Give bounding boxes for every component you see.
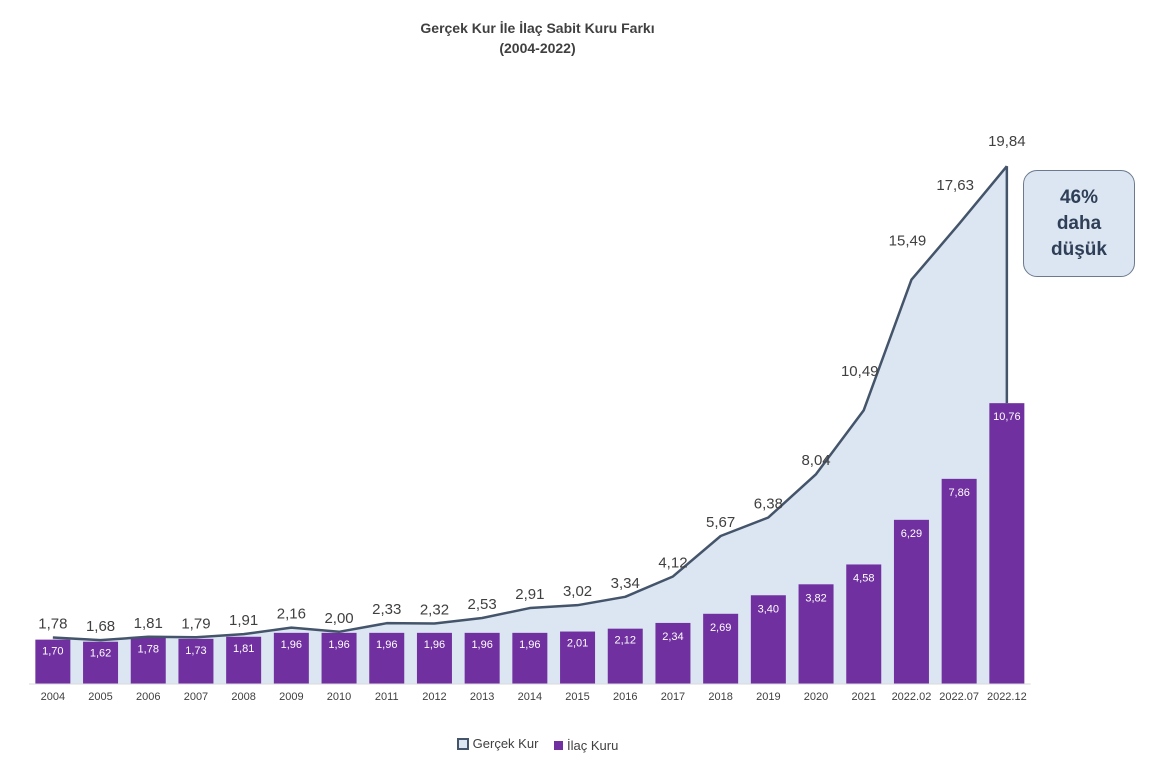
x-tick-label-20: 2022.12 <box>987 691 1027 703</box>
legend-item-ilac-kuru: İlaç Kuru <box>554 738 618 753</box>
x-tick-label-11: 2015 <box>565 691 589 703</box>
difference-callout-text: 46% daha düşük <box>1051 186 1107 260</box>
gercek-kur-label-13: 4,12 <box>658 554 687 571</box>
x-tick-label-9: 2013 <box>470 691 494 703</box>
ilac-kuru-label-12: 2,12 <box>615 635 636 647</box>
ilac-kuru-bar-17 <box>846 564 882 684</box>
ilac-kuru-label-17: 4,58 <box>853 572 874 584</box>
gercek-kur-label-11: 3,02 <box>563 583 592 600</box>
legend-label-ilac-kuru: İlaç Kuru <box>567 737 619 753</box>
chart-legend: Gerçek Kur İlaç Kuru <box>0 736 1075 753</box>
ilac-kuru-label-15: 3,40 <box>758 603 779 615</box>
legend-item-gercek-kur: Gerçek Kur <box>456 736 539 751</box>
ilac-kuru-label-10: 1,96 <box>519 639 540 651</box>
ilac-kuru-bar-8 <box>416 632 452 684</box>
x-tick-label-6: 2010 <box>327 691 351 703</box>
ilac-kuru-bar-16 <box>798 584 834 684</box>
x-tick-label-10: 2014 <box>518 691 542 703</box>
x-tick-label-1: 2005 <box>88 691 112 703</box>
gercek-kur-label-20: 19,84 <box>988 133 1026 150</box>
gercek-kur-label-8: 2,32 <box>420 601 449 618</box>
gercek-kur-line <box>52 165 1008 642</box>
ilac-kuru-bar-5 <box>273 632 309 684</box>
gercek-kur-label-1: 1,68 <box>86 618 115 635</box>
gercek-kur-label-2: 1,81 <box>134 615 163 632</box>
ilac-kuru-bar-9 <box>464 632 500 684</box>
gercek-kur-label-3: 1,79 <box>181 615 210 632</box>
ilac-kuru-label-20: 10,76 <box>993 411 1021 423</box>
ilac-kuru-label-4: 1,81 <box>233 643 254 655</box>
ilac-kuru-bar-7 <box>369 632 405 684</box>
ilac-kuru-label-19: 7,86 <box>948 487 969 499</box>
x-tick-label-5: 2009 <box>279 691 303 703</box>
ilac-kuru-bar-20 <box>989 403 1025 684</box>
gercek-kur-label-19: 17,63 <box>936 177 974 194</box>
gercek-kur-label-15: 6,38 <box>754 495 783 512</box>
ilac-kuru-bar-10 <box>512 632 548 684</box>
difference-callout: 46% daha düşük <box>1023 170 1135 277</box>
x-tick-label-4: 2008 <box>231 691 255 703</box>
x-tick-label-18: 2022.02 <box>892 691 932 703</box>
ilac-kuru-label-13: 2,34 <box>662 631 683 643</box>
x-tick-label-0: 2004 <box>41 691 65 703</box>
ilac-kuru-label-2: 1,78 <box>138 644 159 656</box>
ilac-kuru-bar-11 <box>560 631 596 684</box>
x-tick-label-7: 2011 <box>375 691 399 703</box>
gercek-kur-label-10: 2,91 <box>515 586 544 603</box>
x-tick-label-3: 2007 <box>184 691 208 703</box>
chart-title-main: Gerçek Kur İle İlaç Sabit Kuru Farkı <box>420 20 655 36</box>
gercek-kur-label-6: 2,00 <box>324 610 353 627</box>
ilac-kuru-label-8: 1,96 <box>424 639 445 651</box>
gercek-kur-label-4: 1,91 <box>229 612 258 629</box>
ilac-kuru-label-0: 1,70 <box>42 646 63 658</box>
ilac-kuru-bar-19 <box>941 478 977 684</box>
x-tick-label-8: 2012 <box>422 691 446 703</box>
legend-swatch-bar-icon <box>554 740 564 750</box>
gercek-kur-label-9: 2,53 <box>468 596 497 613</box>
x-tick-label-16: 2020 <box>804 691 828 703</box>
legend-label-gercek-kur: Gerçek Kur <box>472 736 539 751</box>
ilac-kuru-bar-13 <box>655 622 691 684</box>
ilac-kuru-label-9: 1,96 <box>471 639 492 651</box>
chart-subtitle: (2004-2022) <box>499 40 576 56</box>
ilac-kuru-bar-15 <box>750 595 786 684</box>
ilac-kuru-label-18: 6,29 <box>901 528 922 540</box>
x-tick-label-19: 2022.07 <box>939 691 979 703</box>
gercek-kur-label-12: 3,34 <box>611 575 640 592</box>
ilac-kuru-label-1: 1,62 <box>90 648 111 660</box>
gercek-kur-area <box>52 166 1007 684</box>
ilac-kuru-bar-6 <box>321 632 357 684</box>
x-tick-label-13: 2017 <box>661 691 685 703</box>
x-tick-label-15: 2019 <box>756 691 780 703</box>
x-tick-label-2: 2006 <box>136 691 160 703</box>
x-tick-label-17: 2021 <box>852 691 876 703</box>
gercek-kur-label-5: 2,16 <box>277 606 306 623</box>
ilac-kuru-bar-2 <box>130 637 166 684</box>
x-tick-label-14: 2018 <box>708 691 732 703</box>
x-tick-label-12: 2016 <box>613 691 637 703</box>
ilac-kuru-label-11: 2,01 <box>567 638 588 650</box>
ilac-kuru-bar-0 <box>35 639 71 684</box>
ilac-kuru-bar-1 <box>83 641 119 684</box>
chart-title: Gerçek Kur İle İlaç Sabit Kuru Farkı (20… <box>0 18 1075 58</box>
gercek-kur-label-17: 10,49 <box>841 363 879 380</box>
legend-swatch-area-icon <box>456 737 469 750</box>
gercek-kur-label-16: 8,04 <box>801 452 830 469</box>
ilac-kuru-bar-3 <box>178 638 214 684</box>
ilac-kuru-label-5: 1,96 <box>281 639 302 651</box>
ilac-kuru-bar-18 <box>893 519 929 684</box>
gercek-kur-label-14: 5,67 <box>706 514 735 531</box>
gercek-kur-label-18: 15,49 <box>889 233 927 250</box>
ilac-kuru-bar-12 <box>607 628 643 684</box>
ilac-kuru-bar-4 <box>226 636 262 684</box>
ilac-kuru-label-3: 1,73 <box>185 645 206 657</box>
ilac-kuru-bar-14 <box>703 613 739 684</box>
gercek-kur-label-0: 1,78 <box>38 616 67 633</box>
gercek-kur-label-7: 2,33 <box>372 601 401 618</box>
ilac-kuru-label-16: 3,82 <box>805 592 826 604</box>
ilac-kuru-label-7: 1,96 <box>376 639 397 651</box>
ilac-kuru-label-6: 1,96 <box>328 639 349 651</box>
ilac-kuru-label-14: 2,69 <box>710 622 731 634</box>
